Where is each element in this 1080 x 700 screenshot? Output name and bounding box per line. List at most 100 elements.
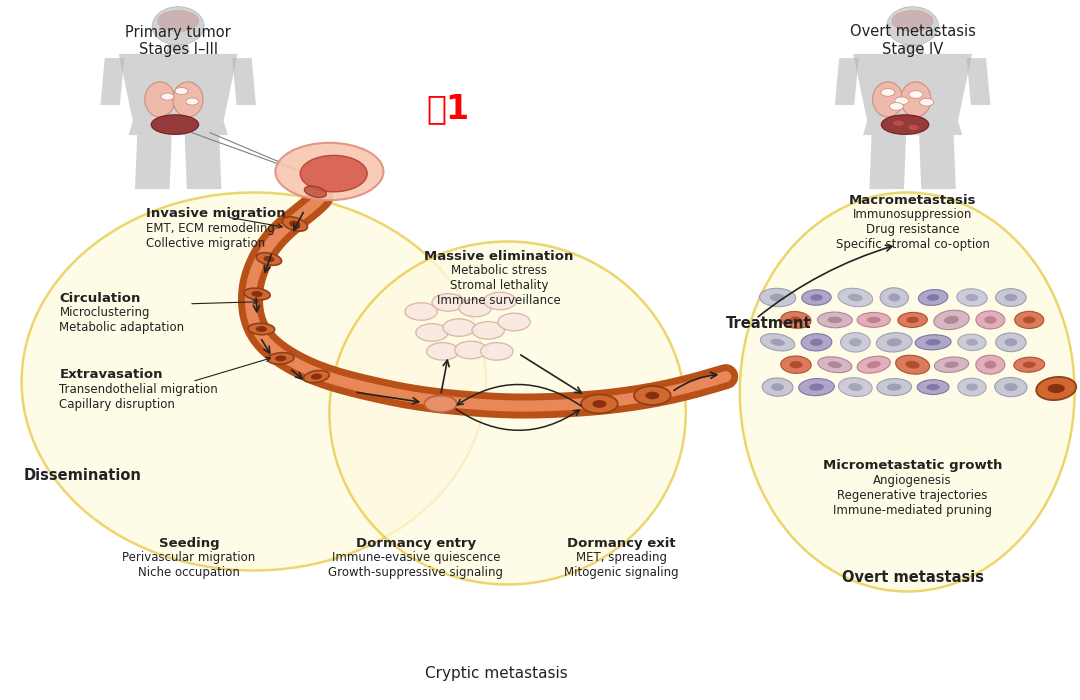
- Polygon shape: [185, 135, 221, 189]
- Ellipse shape: [996, 288, 1026, 307]
- Ellipse shape: [268, 353, 294, 364]
- Ellipse shape: [484, 293, 516, 310]
- Text: Invasive migration: Invasive migration: [146, 207, 285, 220]
- Ellipse shape: [311, 374, 322, 379]
- Ellipse shape: [858, 356, 890, 373]
- Text: Treatment: Treatment: [726, 316, 811, 331]
- Polygon shape: [119, 54, 238, 121]
- Ellipse shape: [888, 293, 901, 302]
- Ellipse shape: [881, 88, 894, 96]
- Text: Dormancy exit: Dormancy exit: [567, 536, 675, 550]
- Ellipse shape: [305, 186, 326, 197]
- Ellipse shape: [907, 125, 920, 131]
- Ellipse shape: [867, 317, 880, 323]
- Ellipse shape: [944, 316, 959, 324]
- Ellipse shape: [887, 338, 902, 346]
- Text: Immune-evasive quiescence
Growth-suppressive signaling: Immune-evasive quiescence Growth-suppres…: [328, 551, 503, 579]
- Ellipse shape: [248, 323, 274, 335]
- Ellipse shape: [838, 288, 873, 307]
- Ellipse shape: [432, 294, 464, 312]
- Ellipse shape: [443, 318, 475, 336]
- Ellipse shape: [427, 342, 459, 360]
- Ellipse shape: [926, 339, 941, 346]
- Ellipse shape: [1014, 357, 1044, 372]
- Ellipse shape: [771, 384, 784, 391]
- Ellipse shape: [303, 370, 329, 383]
- Ellipse shape: [897, 312, 928, 328]
- Ellipse shape: [901, 82, 931, 117]
- Polygon shape: [835, 58, 859, 105]
- Polygon shape: [869, 135, 906, 189]
- Ellipse shape: [256, 326, 267, 332]
- Ellipse shape: [894, 97, 909, 105]
- Ellipse shape: [957, 289, 987, 306]
- Ellipse shape: [967, 384, 977, 391]
- Ellipse shape: [915, 335, 951, 350]
- Ellipse shape: [966, 294, 978, 301]
- Ellipse shape: [848, 293, 863, 302]
- Ellipse shape: [849, 338, 862, 346]
- Ellipse shape: [1004, 294, 1017, 301]
- Ellipse shape: [760, 334, 795, 351]
- Ellipse shape: [917, 379, 949, 395]
- Text: Dissemination: Dissemination: [24, 468, 141, 484]
- Ellipse shape: [145, 82, 175, 117]
- Ellipse shape: [881, 115, 929, 134]
- Ellipse shape: [976, 311, 1004, 329]
- Ellipse shape: [873, 82, 903, 117]
- Ellipse shape: [906, 316, 919, 323]
- Ellipse shape: [967, 339, 977, 346]
- Ellipse shape: [646, 391, 659, 399]
- Polygon shape: [901, 44, 924, 52]
- Ellipse shape: [634, 386, 671, 405]
- Ellipse shape: [781, 356, 811, 373]
- Ellipse shape: [424, 395, 457, 412]
- Text: Micrometastatic growth: Micrometastatic growth: [823, 459, 1002, 473]
- Ellipse shape: [762, 378, 793, 396]
- Ellipse shape: [927, 294, 940, 301]
- Ellipse shape: [161, 93, 174, 100]
- Text: Massive elimination: Massive elimination: [424, 249, 573, 262]
- Text: Macrometastasis: Macrometastasis: [849, 193, 976, 206]
- Ellipse shape: [455, 342, 487, 358]
- Ellipse shape: [252, 291, 262, 297]
- Polygon shape: [853, 54, 972, 121]
- Ellipse shape: [173, 82, 203, 117]
- Ellipse shape: [818, 357, 852, 372]
- Ellipse shape: [976, 355, 1004, 374]
- Ellipse shape: [887, 6, 939, 45]
- Text: Overt metastasis: Overt metastasis: [841, 570, 984, 585]
- Ellipse shape: [740, 193, 1075, 592]
- Text: Primary tumor
Stages I–III: Primary tumor Stages I–III: [125, 25, 231, 57]
- Text: MET, spreading
Mitogenic signaling: MET, spreading Mitogenic signaling: [564, 551, 678, 579]
- Ellipse shape: [789, 316, 802, 323]
- Text: 图1: 图1: [427, 92, 470, 125]
- Ellipse shape: [789, 361, 802, 368]
- Ellipse shape: [801, 334, 832, 351]
- Ellipse shape: [877, 379, 912, 396]
- Text: Extravasation: Extravasation: [59, 368, 163, 382]
- Ellipse shape: [22, 193, 486, 570]
- Ellipse shape: [858, 312, 890, 328]
- Ellipse shape: [472, 322, 504, 339]
- Ellipse shape: [300, 155, 367, 192]
- Ellipse shape: [1023, 316, 1036, 323]
- Ellipse shape: [581, 395, 618, 413]
- Ellipse shape: [880, 288, 908, 307]
- Ellipse shape: [996, 333, 1026, 351]
- Ellipse shape: [256, 253, 282, 265]
- Ellipse shape: [920, 99, 933, 106]
- Ellipse shape: [827, 361, 842, 368]
- Text: Metabolic stress
Stromal lethality
Immune surveillance: Metabolic stress Stromal lethality Immun…: [437, 264, 561, 307]
- Polygon shape: [100, 58, 124, 105]
- Ellipse shape: [759, 288, 796, 307]
- Ellipse shape: [275, 356, 286, 361]
- Text: Seeding: Seeding: [159, 536, 219, 550]
- Ellipse shape: [186, 98, 199, 105]
- Ellipse shape: [838, 378, 873, 396]
- Text: Transendothelial migration
Capillary disruption: Transendothelial migration Capillary dis…: [59, 383, 218, 411]
- Ellipse shape: [827, 316, 842, 323]
- Text: EMT, ECM remodeling
Collective migration: EMT, ECM remodeling Collective migration: [146, 222, 274, 250]
- Ellipse shape: [264, 256, 274, 262]
- Text: Cryptic metastasis: Cryptic metastasis: [426, 666, 568, 681]
